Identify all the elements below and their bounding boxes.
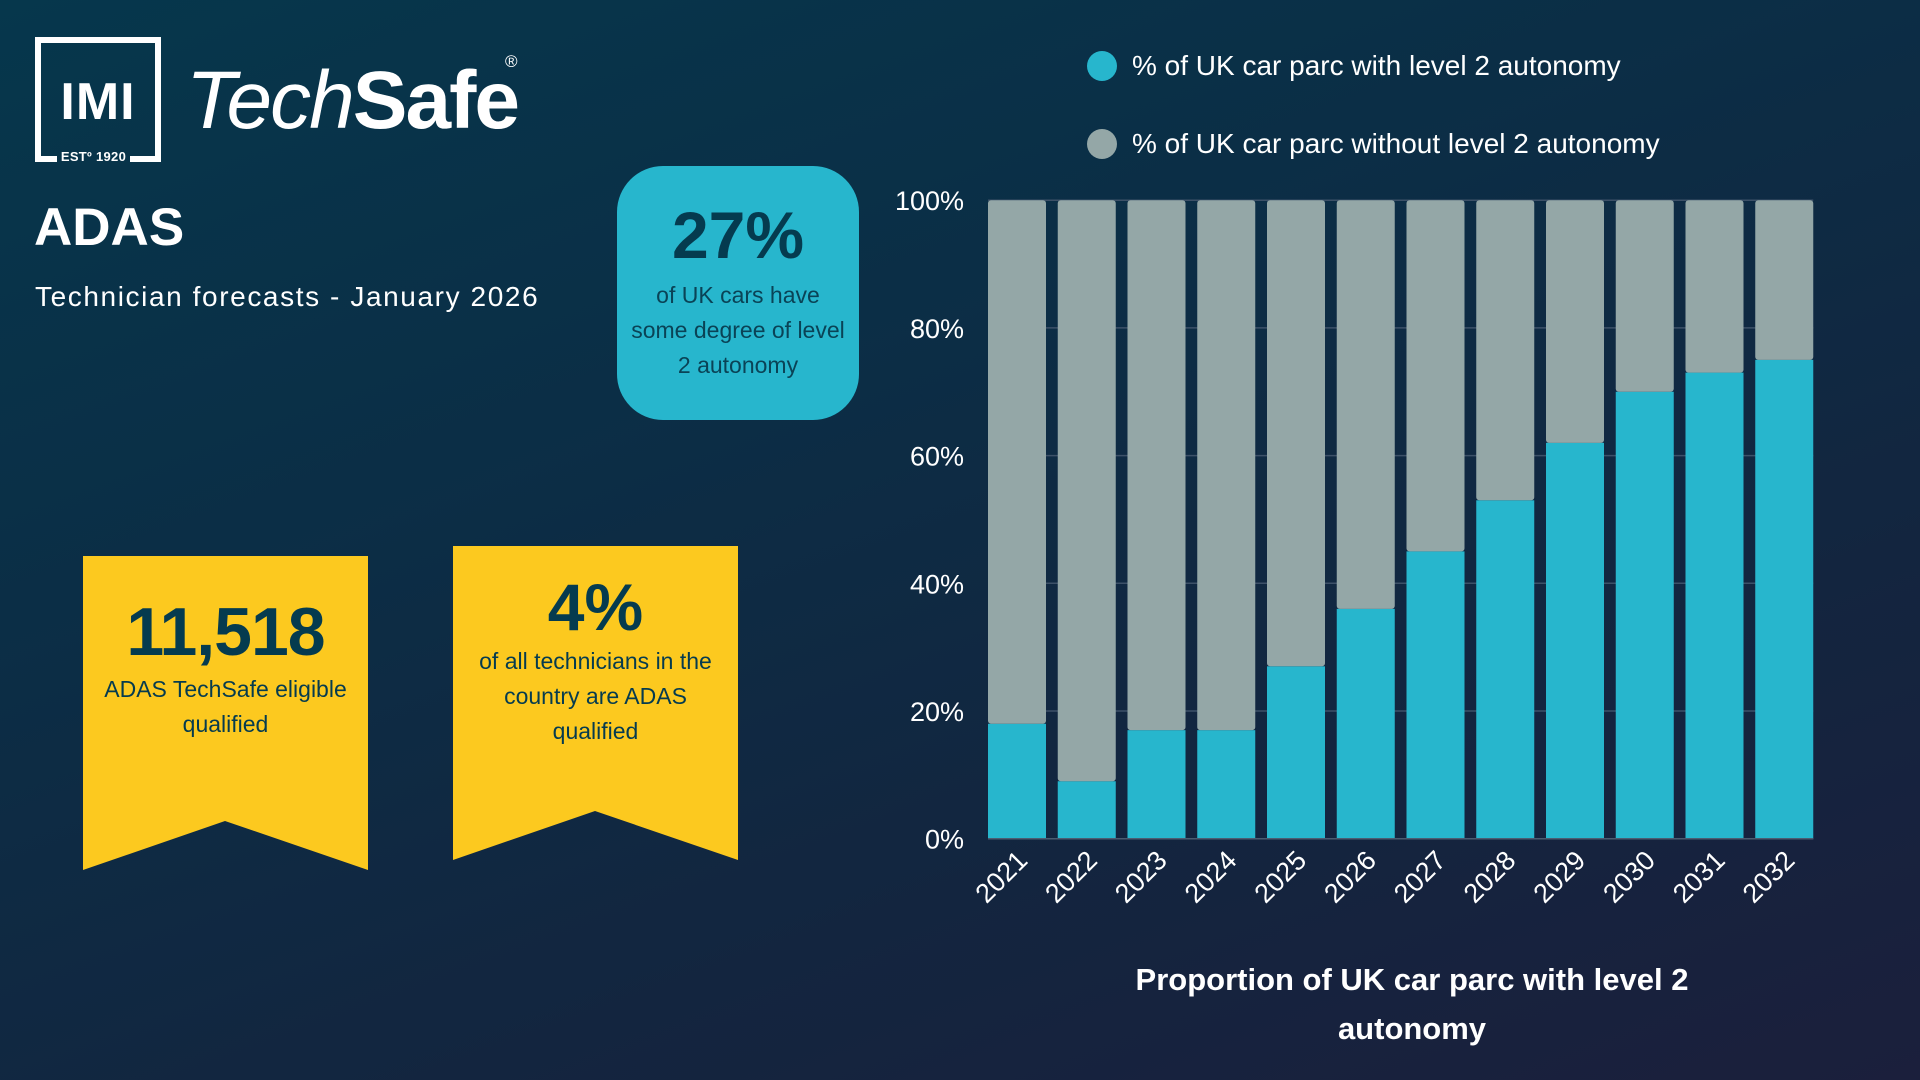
bar-segment-without: [1685, 200, 1744, 373]
bar-segment-with: [1336, 608, 1395, 839]
x-tick-label: 2028: [1458, 845, 1522, 909]
logo-frame-bottom-right: [130, 156, 161, 162]
bar-segment-with: [1057, 781, 1116, 839]
x-tick-label: 2031: [1667, 845, 1731, 909]
logo-est-text: ESTº 1920: [60, 149, 127, 164]
page-title: ADAS: [34, 198, 185, 257]
x-tick-label: 2026: [1318, 845, 1382, 909]
bar-segment-without: [1336, 200, 1395, 609]
x-tick-label: 2029: [1528, 845, 1592, 909]
bar-segment-without: [988, 200, 1046, 724]
bar-segment-with: [1476, 500, 1535, 839]
bar-segment-with: [1546, 442, 1604, 839]
y-tick-label: 80%: [910, 314, 964, 344]
x-tick-label: 2027: [1388, 845, 1452, 909]
legend-label: % of UK car parc without level 2 autonom…: [1132, 128, 1660, 159]
brand-name: TechSafe: [186, 55, 520, 146]
y-tick-label: 0%: [925, 825, 964, 855]
x-tick-label: 2024: [1179, 845, 1243, 909]
callout-value: 27%: [671, 198, 805, 272]
y-tick-label: 60%: [910, 442, 964, 472]
bar-segment-without: [1267, 200, 1325, 667]
ribbon-shape: [453, 546, 738, 860]
ribbon-shape: [83, 556, 368, 870]
bar-segment-with: [1615, 391, 1674, 839]
stat-ribbon-eligible: 11,518 ADAS TechSafe eligible qualified: [83, 556, 368, 870]
bar-segment-with: [1127, 730, 1186, 839]
callout-text: of UK cars have some degree of level 2 a…: [631, 282, 845, 378]
x-tick-label: 2021: [970, 845, 1034, 909]
legend-item-with: % of UK car parc with level 2 autonomy: [1087, 46, 1621, 86]
registered-mark: ®: [505, 52, 518, 71]
bar-segment-without: [1127, 200, 1186, 731]
ribbon-text: of all technicians in the country are AD…: [479, 648, 712, 744]
bar-segment-without: [1476, 200, 1535, 501]
bar-segment-with: [1197, 730, 1256, 839]
ribbon-text: ADAS TechSafe eligible qualified: [104, 676, 347, 737]
bar-segment-with: [1755, 359, 1814, 839]
x-tick-label: 2022: [1039, 845, 1103, 909]
legend-label: % of UK car parc with level 2 autonomy: [1132, 50, 1621, 81]
bar-segment-without: [1406, 200, 1465, 552]
stat-ribbon-share: 4% of all technicians in the country are…: [453, 546, 738, 860]
x-tick-label: 2023: [1109, 845, 1173, 909]
x-tick-label: 2025: [1249, 845, 1313, 909]
legend-item-without: % of UK car parc without level 2 autonom…: [1087, 124, 1660, 164]
legend-dot-icon: [1087, 51, 1117, 81]
bar-segment-without: [1615, 200, 1674, 392]
bar-segment-with: [1685, 372, 1744, 839]
logo-frame: [35, 37, 161, 156]
ribbon-value: 11,518: [126, 594, 325, 670]
bar-segment-with: [1267, 666, 1325, 839]
logo-mark-text: IMI: [60, 73, 136, 131]
bar-segment-without: [1057, 200, 1116, 782]
x-tick-label: 2032: [1737, 845, 1801, 909]
stacked-bar-chart: 0%20%40%60%80%100%2021 2022 2023 2024 2025 20…: [895, 186, 1814, 909]
bar-segment-without: [1546, 200, 1604, 443]
y-tick-label: 20%: [910, 697, 964, 727]
chart-title: Proportion of UK car parc with level 2 a…: [1135, 962, 1689, 1046]
logo-frame-bottom-left: [35, 156, 57, 162]
bar-segment-without: [1197, 200, 1256, 731]
bar-segment-with: [988, 723, 1046, 839]
ribbon-value: 4%: [547, 570, 644, 644]
legend-dot-icon: [1087, 129, 1117, 159]
x-tick-label: 2030: [1597, 845, 1661, 909]
brand-name-light: Tech: [186, 55, 355, 146]
y-tick-label: 100%: [895, 186, 964, 216]
brand-name-bold: Safe: [352, 55, 520, 146]
bar-segment-without: [1755, 200, 1814, 360]
bar-segment-with: [1406, 551, 1465, 839]
y-tick-label: 40%: [910, 569, 964, 599]
stat-callout: 27% of UK cars have some degree of level…: [617, 166, 859, 420]
page-subtitle: Technician forecasts - January 2026: [35, 281, 540, 312]
